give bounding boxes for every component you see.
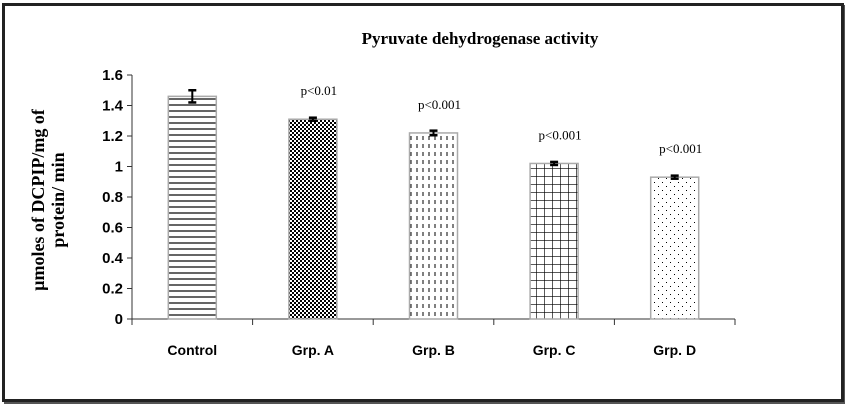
significance-label: p<0.001 bbox=[659, 141, 702, 156]
x-category-label: Grp. B bbox=[412, 342, 455, 358]
y-tick-label: 0.4 bbox=[102, 250, 124, 267]
y-tick-label: 1.2 bbox=[102, 128, 123, 145]
significance-label: p<0.001 bbox=[418, 97, 461, 112]
y-tick-label: 1 bbox=[115, 159, 123, 176]
x-category-label: Control bbox=[167, 342, 217, 358]
y-tick-label: 1.6 bbox=[102, 67, 123, 84]
chart-title: Pyruvate dehydrogenase activity bbox=[362, 29, 599, 48]
y-tick-label: 1.4 bbox=[102, 98, 124, 115]
x-category-label: Grp. A bbox=[292, 342, 334, 358]
bar-grpc bbox=[529, 162, 579, 320]
bars: p<0.01 p<0.001 p<0.001 p<0.001 bbox=[167, 83, 702, 320]
y-tick-label: 0.2 bbox=[102, 281, 123, 298]
y-tick-label: 0 bbox=[115, 311, 123, 328]
bar-grpb bbox=[408, 132, 459, 320]
bar-grpa bbox=[288, 118, 338, 320]
y-tick-label: 0.6 bbox=[102, 220, 123, 237]
significance-label: p<0.01 bbox=[301, 83, 338, 98]
y-tick-label: 0.8 bbox=[102, 189, 123, 206]
y-axis-label-line1: µmoles of DCPIP/mg of bbox=[28, 108, 48, 291]
x-axis: Control Grp. A Grp. B Grp. C Grp. D bbox=[131, 318, 736, 358]
significance-label: p<0.001 bbox=[539, 127, 582, 142]
bar-grpd bbox=[649, 176, 700, 320]
y-axis-label-line2: protein/ min bbox=[48, 152, 68, 247]
y-axis: 0 0.2 0.4 0.6 0.8 1 1.2 1.4 1.6 bbox=[102, 67, 133, 328]
x-category-label: Grp. D bbox=[653, 342, 696, 358]
bar-control bbox=[167, 95, 218, 320]
x-category-label: Grp. C bbox=[533, 342, 576, 358]
